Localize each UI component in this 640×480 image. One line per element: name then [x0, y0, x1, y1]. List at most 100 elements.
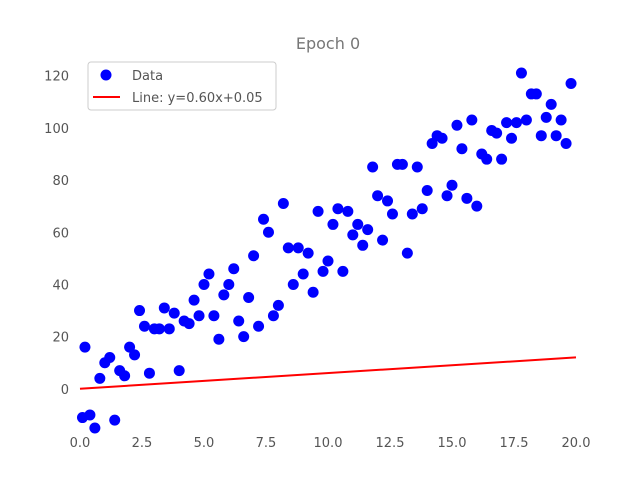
data-point — [238, 331, 250, 343]
legend: Data Line: y=0.60x+0.05 — [87, 61, 277, 111]
data-point — [84, 409, 96, 421]
data-point — [357, 239, 369, 251]
data-point — [168, 307, 180, 319]
data-point — [506, 132, 518, 144]
data-point — [436, 132, 448, 144]
legend-box — [87, 61, 277, 111]
data-point — [243, 292, 255, 304]
x-tick-label: 7.5 — [256, 436, 277, 451]
data-point — [332, 203, 344, 215]
data-point — [386, 208, 398, 220]
data-point — [327, 218, 339, 230]
data-point — [158, 302, 170, 314]
data-point — [377, 234, 389, 246]
data-point — [481, 153, 493, 165]
data-point — [129, 349, 141, 361]
chart-title: Epoch 0 — [296, 34, 360, 53]
data-point — [143, 367, 155, 379]
data-point — [193, 310, 205, 322]
data-point — [307, 286, 319, 298]
data-point — [555, 114, 567, 126]
data-point — [347, 229, 359, 241]
x-axis-ticks: 0.0 2.5 5.0 7.5 10.0 12.5 15.0 17.5 20.0 — [70, 436, 591, 451]
data-point — [248, 250, 260, 262]
data-point — [267, 310, 279, 322]
y-tick-label: 60 — [52, 226, 69, 241]
x-tick-label: 10.0 — [314, 436, 343, 451]
data-point — [302, 247, 314, 259]
data-point — [277, 198, 289, 210]
data-point — [510, 117, 522, 129]
fit-line — [79, 356, 577, 390]
data-point — [183, 318, 195, 330]
data-point — [287, 278, 299, 290]
data-point — [342, 205, 354, 217]
data-point — [565, 77, 577, 89]
data-point — [173, 365, 185, 377]
data-point — [109, 414, 121, 426]
x-tick-label: 15.0 — [438, 436, 467, 451]
data-point — [491, 127, 503, 139]
data-point — [352, 218, 364, 230]
legend-label-data: Data — [132, 69, 163, 84]
data-point — [134, 305, 146, 317]
data-point — [451, 119, 463, 131]
plot-area — [76, 67, 577, 434]
x-tick-label: 2.5 — [132, 436, 153, 451]
data-point — [446, 179, 458, 191]
x-tick-label: 12.5 — [376, 436, 405, 451]
data-point — [262, 226, 274, 238]
data-point — [337, 265, 349, 277]
data-point — [282, 242, 294, 254]
data-point — [138, 320, 150, 332]
data-point — [79, 341, 91, 353]
x-tick-label: 0.0 — [70, 436, 91, 451]
data-point — [382, 195, 394, 207]
y-tick-label: 100 — [44, 122, 69, 137]
y-axis-ticks: 0 20 40 60 80 100 120 — [44, 70, 69, 398]
data-point — [421, 184, 433, 196]
data-point — [540, 111, 552, 123]
data-point — [456, 143, 468, 155]
data-point — [550, 130, 562, 142]
data-point — [471, 200, 483, 212]
data-point — [515, 67, 527, 79]
data-point — [322, 255, 334, 267]
data-point — [94, 372, 106, 384]
data-point — [163, 323, 175, 335]
y-tick-label: 20 — [52, 331, 69, 346]
data-point — [208, 310, 220, 322]
data-point — [203, 268, 215, 280]
data-point — [198, 278, 210, 290]
data-point — [317, 265, 329, 277]
data-point — [153, 323, 165, 335]
data-point — [416, 203, 428, 215]
data-point — [367, 161, 379, 173]
y-tick-label: 80 — [52, 174, 69, 189]
y-tick-label: 40 — [52, 278, 69, 293]
data-point — [272, 299, 284, 311]
y-tick-label: 120 — [44, 70, 69, 85]
data-point — [218, 289, 230, 301]
data-point — [223, 278, 235, 290]
data-point — [461, 192, 473, 204]
y-tick-label: 0 — [61, 383, 69, 398]
data-point — [228, 263, 240, 275]
data-point — [426, 138, 438, 150]
data-point — [292, 242, 304, 254]
data-point — [441, 190, 453, 202]
data-point — [119, 370, 131, 382]
data-point — [312, 205, 324, 217]
data-point — [530, 88, 542, 100]
legend-marker-data — [100, 69, 112, 81]
data-point — [188, 294, 200, 306]
data-point — [560, 138, 572, 150]
x-tick-label: 20.0 — [562, 436, 591, 451]
data-point — [520, 114, 532, 126]
data-point — [411, 161, 423, 173]
data-point — [124, 341, 136, 353]
data-point — [372, 190, 384, 202]
data-point — [89, 422, 101, 434]
data-point — [362, 224, 374, 236]
data-point — [406, 208, 418, 220]
